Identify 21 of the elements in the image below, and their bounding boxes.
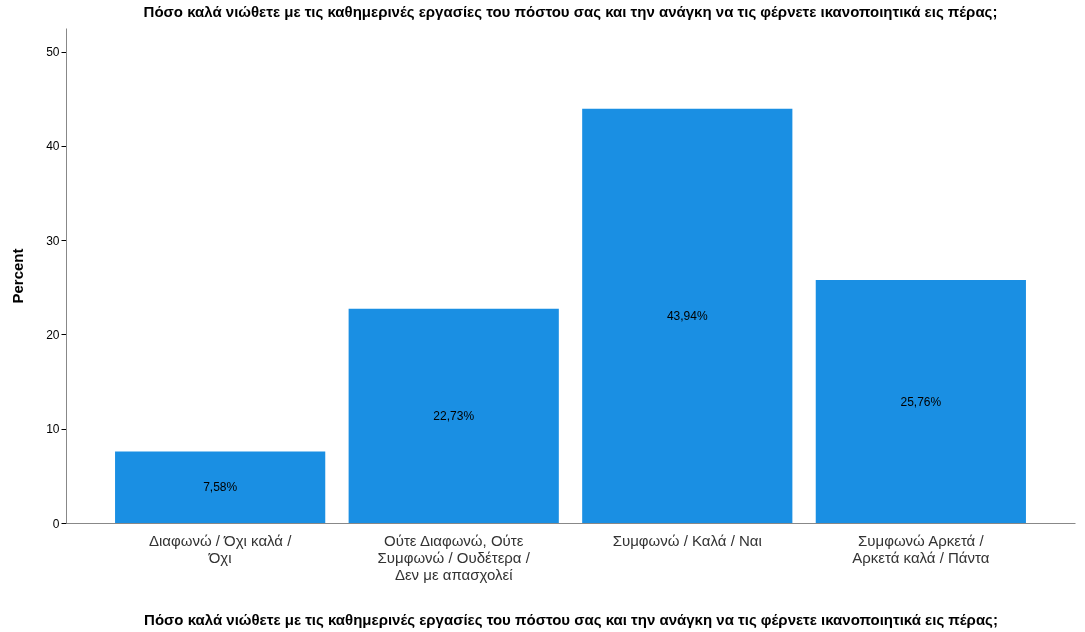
x-axis-title: Πόσο καλά νιώθετε με τις καθημερινές εργασίες του πόστου σας και την ανάγκη να τις φέρνετε ικανοποιητικά εις πέρας; (144, 610, 998, 628)
data-label: 25,76% (900, 394, 942, 409)
bar (582, 108, 793, 523)
y-tick-label: 10 (46, 422, 60, 437)
bar (348, 308, 559, 523)
y-tick-label: 20 (46, 327, 60, 342)
y-tick-label: 30 (46, 233, 60, 248)
x-tick-label: Συμφωνώ Αρκετά / Αρκετά καλά / Πάντα (852, 531, 990, 566)
y-tick-label: 0 (52, 516, 60, 531)
chart-title: Πόσο καλά νιώθετε με τις καθημερινές εργασίες του πόστου σας και την ανάγκη να τις φέρνετε ικανοποιητικά εις πέρας; (143, 3, 998, 20)
y-tick-label: 40 (46, 139, 60, 154)
data-label: 7,58% (203, 480, 238, 495)
data-label: 22,73% (433, 408, 475, 423)
y-tick-label: 50 (46, 45, 60, 60)
bar (115, 451, 326, 523)
y-axis-title: Percent (9, 248, 27, 304)
bar (815, 280, 1026, 523)
data-label: 43,94% (666, 308, 708, 323)
x-tick-label: Διαφωνώ / Όχι καλά / Όχι (148, 531, 293, 566)
x-tick-label: Συμφωνώ / Καλά / Ναι (612, 531, 762, 549)
x-tick-label: Ούτε Διαφωνώ, Ούτε Συμφωνώ / Ουδέτερα / Δεν με απασχολεί (377, 531, 531, 583)
